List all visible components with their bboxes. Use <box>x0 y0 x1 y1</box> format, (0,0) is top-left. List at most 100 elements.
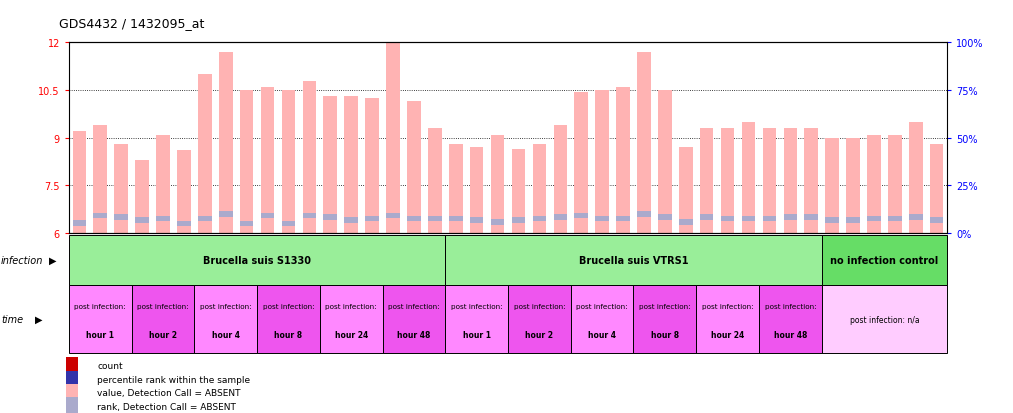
Bar <box>303 213 316 219</box>
Bar <box>574 93 588 233</box>
Bar <box>696 286 759 353</box>
Bar <box>637 211 650 217</box>
Text: post infection:: post infection: <box>137 303 188 309</box>
Bar <box>73 132 86 233</box>
Bar <box>136 218 149 223</box>
Bar <box>446 235 822 285</box>
Bar <box>303 81 316 233</box>
Bar <box>114 215 128 221</box>
Bar <box>282 91 295 233</box>
Bar <box>194 286 257 353</box>
Text: hour 2: hour 2 <box>149 330 177 339</box>
Bar <box>783 129 797 233</box>
Bar <box>930 218 943 223</box>
Bar <box>553 126 567 233</box>
Bar <box>449 216 463 222</box>
Bar <box>449 145 463 233</box>
Bar <box>114 145 128 233</box>
Text: Brucella suis S1330: Brucella suis S1330 <box>203 255 311 265</box>
Bar <box>198 75 212 233</box>
Text: post infection:: post infection: <box>325 303 377 309</box>
Bar <box>846 218 860 223</box>
Text: ▶: ▶ <box>35 314 43 325</box>
Bar <box>637 53 650 233</box>
Bar <box>366 99 379 233</box>
Bar <box>407 216 420 222</box>
Bar <box>240 221 253 227</box>
Bar <box>132 286 194 353</box>
Bar <box>763 129 776 233</box>
Text: post infection:: post infection: <box>200 303 251 309</box>
Text: hour 8: hour 8 <box>275 330 303 339</box>
Text: hour 1: hour 1 <box>463 330 490 339</box>
Text: hour 48: hour 48 <box>397 330 431 339</box>
Text: post infection:: post infection: <box>451 303 502 309</box>
Bar <box>867 135 880 233</box>
Bar <box>69 235 446 285</box>
Bar <box>66 397 78 413</box>
Bar <box>470 218 483 223</box>
Bar <box>658 91 672 233</box>
Text: post infection:: post infection: <box>388 303 440 309</box>
Text: hour 48: hour 48 <box>774 330 807 339</box>
Text: ▶: ▶ <box>49 255 56 265</box>
Bar <box>909 123 923 233</box>
Bar <box>428 216 442 222</box>
Bar <box>742 216 756 222</box>
Bar <box>320 286 383 353</box>
Bar <box>156 135 170 233</box>
Text: value, Detection Call = ABSENT: value, Detection Call = ABSENT <box>97 388 241 397</box>
Bar <box>700 129 713 233</box>
Bar <box>867 216 880 222</box>
Bar <box>66 357 78 374</box>
Bar <box>822 235 947 285</box>
Bar <box>574 213 588 219</box>
Bar <box>721 216 734 222</box>
Bar <box>446 286 509 353</box>
Bar <box>930 145 943 233</box>
Bar <box>282 221 295 227</box>
Bar <box>344 218 358 223</box>
Bar <box>383 286 446 353</box>
Bar <box>804 129 819 233</box>
Bar <box>344 97 358 233</box>
Bar <box>257 286 320 353</box>
Text: GDS4432 / 1432095_at: GDS4432 / 1432095_at <box>59 17 205 29</box>
Text: post infection:: post infection: <box>702 303 754 309</box>
Text: time: time <box>1 314 23 325</box>
Bar <box>826 138 839 233</box>
Text: hour 24: hour 24 <box>711 330 745 339</box>
Bar <box>616 88 630 233</box>
Bar <box>533 145 546 233</box>
Bar <box>156 216 170 222</box>
Bar <box>509 286 570 353</box>
Bar <box>219 211 233 217</box>
Bar <box>596 216 609 222</box>
Text: hour 4: hour 4 <box>589 330 616 339</box>
Text: infection: infection <box>1 255 44 265</box>
Text: hour 1: hour 1 <box>86 330 114 339</box>
Bar <box>759 286 822 353</box>
Text: hour 4: hour 4 <box>212 330 240 339</box>
Text: count: count <box>97 361 123 370</box>
Text: rank, Detection Call = ABSENT: rank, Detection Call = ABSENT <box>97 401 236 411</box>
Bar <box>93 213 107 219</box>
Bar <box>136 161 149 233</box>
Bar <box>533 216 546 222</box>
Bar <box>69 286 132 353</box>
Bar <box>490 219 504 225</box>
Text: hour 8: hour 8 <box>650 330 679 339</box>
Bar <box>177 151 190 233</box>
Text: hour 2: hour 2 <box>526 330 553 339</box>
Bar <box>804 215 819 221</box>
Bar <box>658 215 672 221</box>
Bar <box>366 216 379 222</box>
Bar <box>633 286 696 353</box>
Bar <box>763 216 776 222</box>
Bar <box>888 216 902 222</box>
Bar <box>198 216 212 222</box>
Bar <box>323 215 337 221</box>
Text: post infection:: post infection: <box>74 303 126 309</box>
Text: post infection:: post infection: <box>576 303 628 309</box>
Bar <box>512 150 526 233</box>
